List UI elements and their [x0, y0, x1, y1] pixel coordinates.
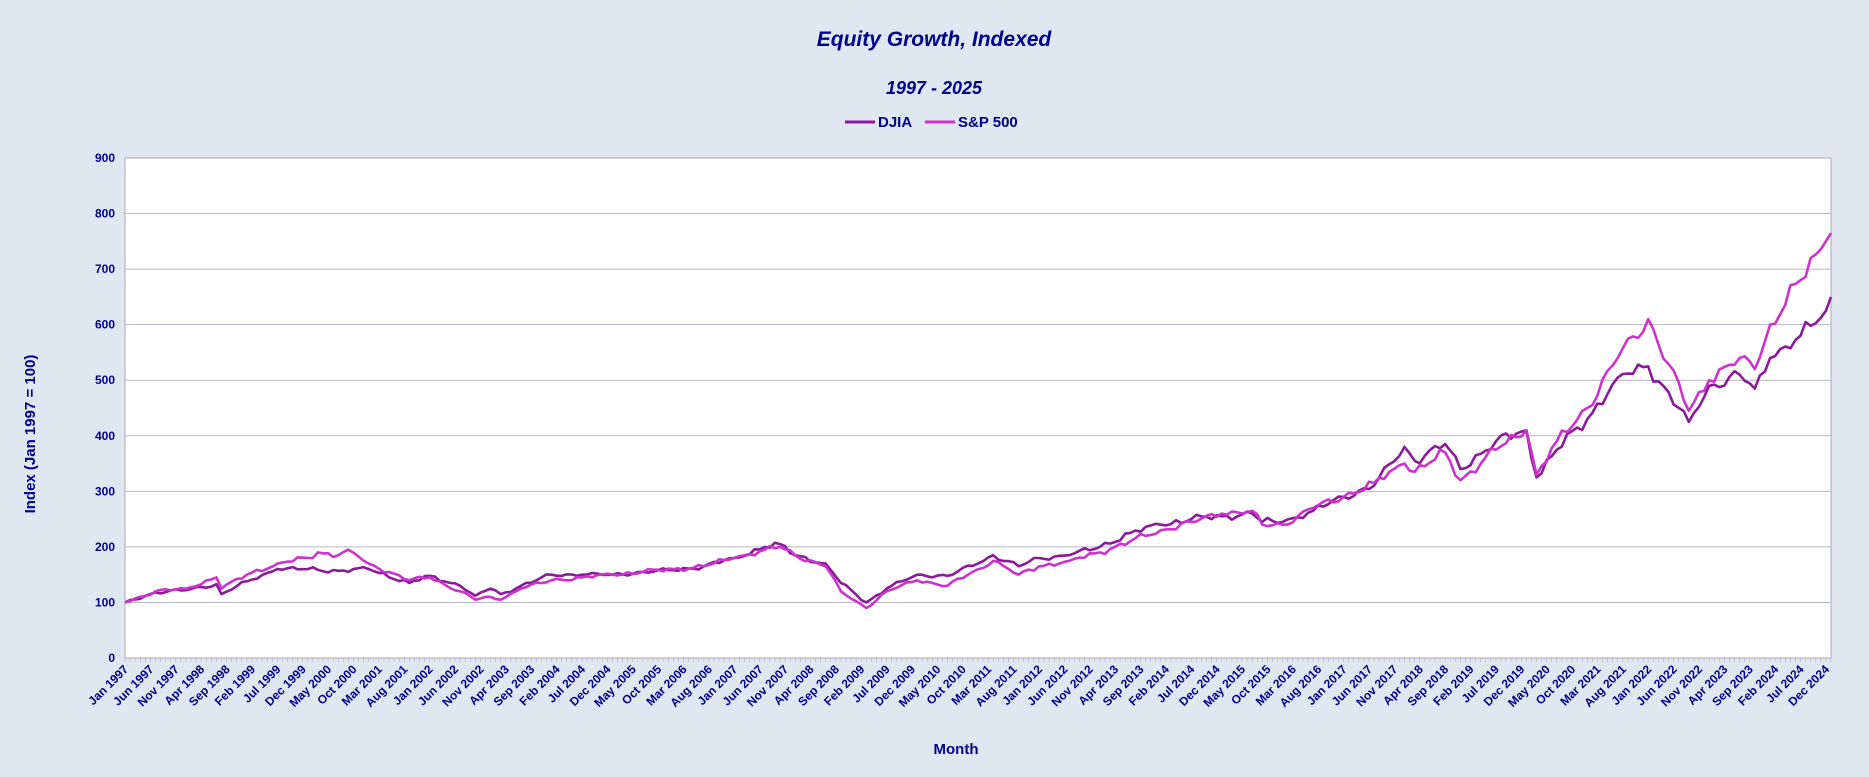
- legend-label: S&P 500: [958, 114, 1018, 131]
- series-lines: [124, 232, 1833, 610]
- y-tick-label: 200: [95, 540, 115, 554]
- y-tick-label: 500: [95, 373, 115, 387]
- y-tick-label: 300: [95, 484, 115, 498]
- gridlines: [125, 213, 1831, 603]
- plot-area: [124, 157, 1832, 659]
- y-tick-label: 900: [95, 151, 115, 165]
- legend-label: DJIA: [878, 114, 912, 131]
- y-tick-label: 700: [95, 262, 115, 276]
- chart-title: Equity Growth, Indexed: [817, 28, 1053, 51]
- y-tick-label: 400: [95, 429, 115, 443]
- y-tick-label: 0: [108, 651, 115, 665]
- series-line-sp500: [124, 232, 1833, 610]
- y-tick-label: 100: [95, 595, 115, 609]
- y-tick-label: 800: [95, 207, 115, 221]
- legend: DJIA S&P 500: [845, 114, 1018, 131]
- chart-subtitle: 1997 - 2025: [886, 78, 983, 98]
- y-tick-label: 600: [95, 318, 115, 332]
- y-axis-ticks: 0 100 200 300 400 500 600 700 800 900: [95, 151, 115, 665]
- y-axis-label: Index (Jan 1997 = 100): [22, 355, 39, 514]
- x-axis-label: Month: [934, 741, 979, 758]
